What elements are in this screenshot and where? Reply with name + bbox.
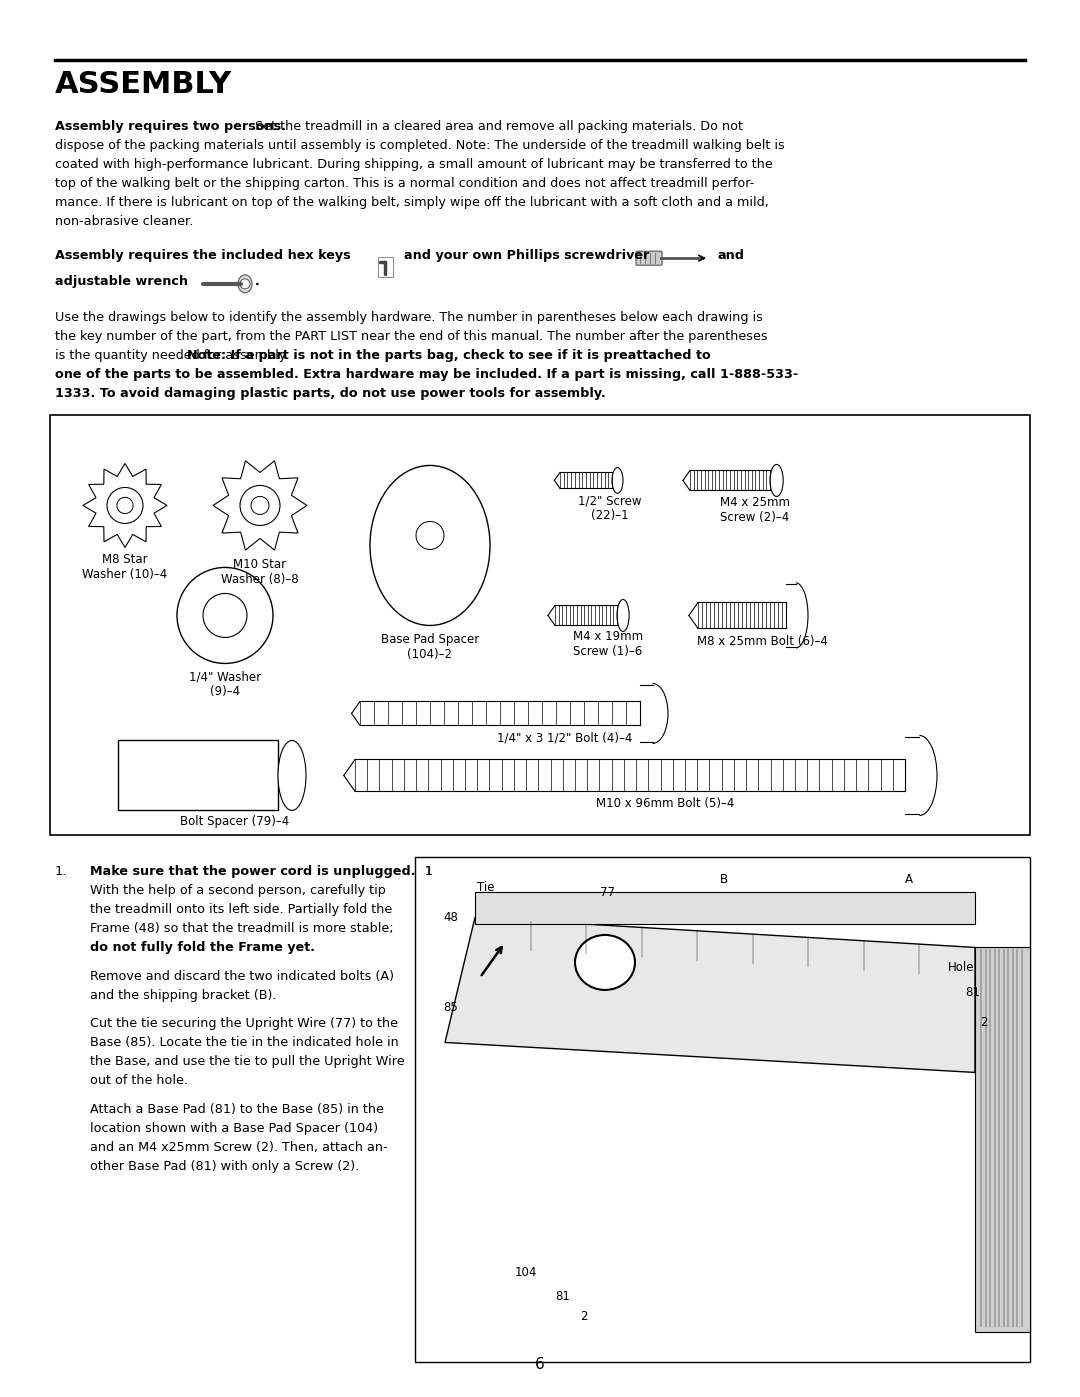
Ellipse shape: [238, 275, 252, 293]
Text: out of the hole.: out of the hole.: [90, 1074, 188, 1087]
Polygon shape: [445, 918, 975, 1073]
Text: Tie: Tie: [477, 882, 495, 894]
Bar: [975, 947, 1030, 1331]
Text: top of the walking belt or the shipping carton. This is a normal condition and d: top of the walking belt or the shipping …: [55, 177, 754, 190]
Circle shape: [177, 567, 273, 664]
Circle shape: [203, 594, 247, 637]
Text: other Base Pad (81) with only a Screw (2).: other Base Pad (81) with only a Screw (2…: [90, 1160, 360, 1173]
Ellipse shape: [575, 935, 635, 990]
Text: location shown with a Base Pad Spacer (104): location shown with a Base Pad Spacer (1…: [90, 1122, 378, 1134]
Text: A: A: [905, 873, 913, 886]
Text: 48: 48: [443, 911, 458, 923]
Text: M4 x 25mm
Screw (2)–4: M4 x 25mm Screw (2)–4: [720, 496, 789, 524]
FancyBboxPatch shape: [636, 251, 662, 265]
Text: 104: 104: [515, 1266, 538, 1278]
Circle shape: [251, 496, 269, 514]
Ellipse shape: [278, 740, 306, 810]
Text: 81: 81: [966, 986, 980, 999]
Text: Bolt Spacer (79)–4: Bolt Spacer (79)–4: [180, 816, 289, 828]
Ellipse shape: [770, 464, 783, 496]
Text: coated with high-performance lubricant. During shipping, a small amount of lubri: coated with high-performance lubricant. …: [55, 158, 773, 170]
Text: .: .: [255, 275, 260, 288]
Circle shape: [240, 485, 280, 525]
Text: non-abrasive cleaner.: non-abrasive cleaner.: [55, 215, 193, 228]
Text: and: and: [718, 249, 745, 263]
Text: Assembly requires two persons.: Assembly requires two persons.: [55, 120, 286, 133]
Text: 2: 2: [980, 1016, 987, 1030]
Text: 1333. To avoid damaging plastic parts, do not use power tools for assembly.: 1333. To avoid damaging plastic parts, d…: [55, 387, 606, 400]
Text: M8 x 25mm Bolt (6)–4: M8 x 25mm Bolt (6)–4: [697, 636, 827, 648]
Text: Make sure that the power cord is unplugged.: Make sure that the power cord is unplugg…: [90, 866, 416, 879]
Text: the key number of the part, from the PART LIST near the end of this manual. The : the key number of the part, from the PAR…: [55, 330, 768, 342]
Text: do not fully fold the Frame yet.: do not fully fold the Frame yet.: [90, 942, 315, 954]
Bar: [415, 858, 1030, 1362]
Text: Attach a Base Pad (81) to the Base (85) in the: Attach a Base Pad (81) to the Base (85) …: [90, 1104, 383, 1116]
Text: one of the parts to be assembled. Extra hardware may be included. If a part is m: one of the parts to be assembled. Extra …: [55, 367, 798, 381]
Bar: [475, 893, 975, 925]
Text: 6: 6: [535, 1356, 545, 1372]
Text: mance. If there is lubricant on top of the walking belt, simply wipe off the lub: mance. If there is lubricant on top of t…: [55, 196, 769, 210]
Bar: [50, 415, 1030, 835]
Text: ASSEMBLY: ASSEMBLY: [55, 70, 232, 99]
Ellipse shape: [617, 599, 629, 631]
Circle shape: [240, 279, 249, 289]
Text: 1: 1: [426, 866, 433, 879]
Text: M8 Star
Washer (10)–4: M8 Star Washer (10)–4: [82, 553, 167, 581]
Text: dispose of the packing materials until assembly is completed. Note: The undersid: dispose of the packing materials until a…: [55, 138, 785, 152]
Text: Cut the tie securing the Upright Wire (77) to the: Cut the tie securing the Upright Wire (7…: [90, 1017, 399, 1031]
Text: and the shipping bracket (B).: and the shipping bracket (B).: [90, 989, 276, 1002]
Text: 1/2" Screw
(22)–1: 1/2" Screw (22)–1: [578, 495, 642, 522]
Text: and an M4 x25mm Screw (2). Then, attach an-: and an M4 x25mm Screw (2). Then, attach …: [90, 1141, 388, 1154]
Circle shape: [117, 497, 133, 514]
Text: B: B: [720, 873, 728, 886]
Text: 2: 2: [580, 1310, 588, 1323]
Bar: [378, 257, 393, 277]
Circle shape: [416, 521, 444, 549]
Circle shape: [107, 488, 143, 524]
Text: M4 x 19mm
Screw (1)–6: M4 x 19mm Screw (1)–6: [572, 630, 643, 658]
Ellipse shape: [612, 468, 623, 493]
Text: Base Pad Spacer
(104)–2: Base Pad Spacer (104)–2: [381, 633, 480, 661]
Polygon shape: [213, 461, 307, 550]
Text: 1/4" Washer
(9)–4: 1/4" Washer (9)–4: [189, 671, 261, 698]
Ellipse shape: [370, 465, 490, 626]
Text: Assembly requires the included hex keys: Assembly requires the included hex keys: [55, 249, 351, 263]
Text: 81: 81: [555, 1291, 570, 1303]
Text: the Base, and use the tie to pull the Upright Wire: the Base, and use the tie to pull the Up…: [90, 1056, 405, 1069]
Text: is the quantity needed for assembly.: is the quantity needed for assembly.: [55, 349, 293, 362]
Text: Note: If a part is not in the parts bag, check to see if it is preattached to: Note: If a part is not in the parts bag,…: [187, 349, 711, 362]
Text: 85: 85: [443, 1000, 458, 1014]
Text: 1/4" x 3 1/2" Bolt (4)–4: 1/4" x 3 1/2" Bolt (4)–4: [497, 732, 633, 745]
Text: Hole: Hole: [948, 961, 974, 974]
Text: With the help of a second person, carefully tip: With the help of a second person, carefu…: [90, 884, 386, 897]
Text: and your own Phillips screwdriver: and your own Phillips screwdriver: [404, 249, 649, 263]
Text: Base (85). Locate the tie in the indicated hole in: Base (85). Locate the tie in the indicat…: [90, 1037, 399, 1049]
Text: 1: 1: [426, 866, 433, 879]
Text: Remove and discard the two indicated bolts (A): Remove and discard the two indicated bol…: [90, 970, 394, 983]
Text: 77: 77: [600, 886, 615, 898]
Text: Set the treadmill in a cleared area and remove all packing materials. Do not: Set the treadmill in a cleared area and …: [251, 120, 743, 133]
Text: 1.: 1.: [55, 866, 67, 879]
Bar: [118, 740, 278, 810]
Text: Frame (48) so that the treadmill is more stable;: Frame (48) so that the treadmill is more…: [90, 922, 393, 936]
Text: adjustable wrench: adjustable wrench: [55, 275, 188, 288]
Text: the treadmill onto its left side. Partially fold the: the treadmill onto its left side. Partia…: [90, 904, 392, 916]
Text: Use the drawings below to identify the assembly hardware. The number in parenthe: Use the drawings below to identify the a…: [55, 312, 762, 324]
Text: M10 x 96mm Bolt (5)–4: M10 x 96mm Bolt (5)–4: [596, 798, 734, 810]
Text: M10 Star
Washer (8)–8: M10 Star Washer (8)–8: [221, 559, 299, 587]
Polygon shape: [83, 464, 167, 548]
